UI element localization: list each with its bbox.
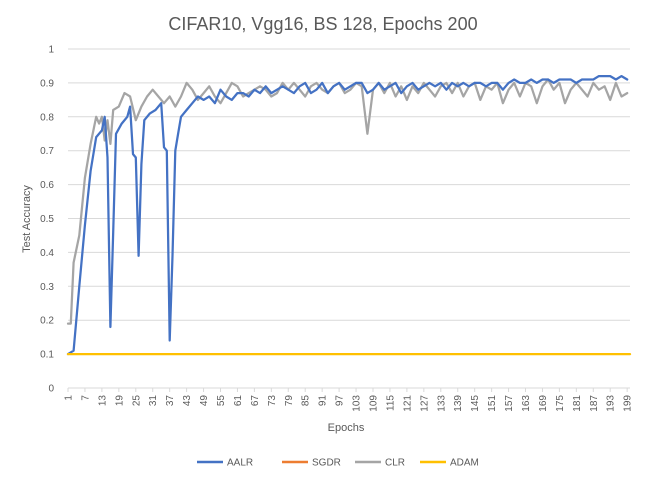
x-tick-label: 193 xyxy=(606,395,617,412)
x-tick-label: 79 xyxy=(284,395,295,407)
x-axis-ticks: 1 7 13 19 25 31 37 43 49 55 61 67 73 79 85 91 97 103 109 11… xyxy=(64,388,634,412)
y-tick-label: 0.4 xyxy=(40,248,54,259)
x-tick-label: 109 xyxy=(369,395,380,412)
x-tick-label: 31 xyxy=(148,395,159,407)
series-line-clr xyxy=(66,78,629,325)
x-tick-label: 127 xyxy=(419,395,430,412)
y-tick-label: 0.1 xyxy=(40,350,54,361)
x-tick-label: 157 xyxy=(504,395,515,412)
y-tick-label: 0 xyxy=(48,384,54,395)
y-axis-label: Test Accuracy xyxy=(21,185,33,253)
x-tick-label: 67 xyxy=(250,395,261,407)
y-tick-label: 0.7 xyxy=(40,146,54,157)
legend-label-aalr: AALR xyxy=(227,458,253,469)
x-tick-label: 97 xyxy=(335,395,346,407)
x-tick-label: 199 xyxy=(623,395,634,412)
x-tick-label: 103 xyxy=(352,395,363,412)
y-tick-label: 0.9 xyxy=(40,78,54,89)
x-tick-label: 85 xyxy=(301,395,312,407)
x-tick-label: 121 xyxy=(402,395,413,412)
grid-lines xyxy=(68,48,630,355)
legend: AALR SGDR CLR ADAM xyxy=(197,458,479,469)
x-tick-label: 181 xyxy=(572,395,583,412)
series-line-aalr xyxy=(66,74,629,356)
x-tick-label: 163 xyxy=(521,395,532,412)
x-tick-label: 133 xyxy=(436,395,447,412)
series-lines xyxy=(66,74,632,356)
y-tick-label: 0.5 xyxy=(40,214,54,225)
x-tick-label: 49 xyxy=(199,395,210,407)
x-tick-label: 91 xyxy=(318,395,329,407)
x-tick-label: 73 xyxy=(267,395,278,407)
x-tick-label: 13 xyxy=(97,395,108,407)
y-tick-label: 0.6 xyxy=(40,180,54,191)
x-tick-label: 61 xyxy=(233,395,244,407)
y-tick-label: 0.2 xyxy=(40,316,54,327)
legend-label-adam: ADAM xyxy=(450,458,479,469)
y-tick-label: 1 xyxy=(48,45,54,56)
x-tick-label: 19 xyxy=(114,395,125,407)
y-tick-label: 0.3 xyxy=(40,282,54,293)
x-axis-label: Epochs xyxy=(328,422,365,434)
x-tick-label: 25 xyxy=(131,395,142,407)
y-axis-ticks: 0 0.1 0.2 0.3 0.4 0.5 0.6 0.7 0.8 0.9 1 xyxy=(40,45,54,395)
x-tick-label: 169 xyxy=(538,395,549,412)
x-tick-label: 175 xyxy=(555,395,566,412)
legend-label-sgdr: SGDR xyxy=(312,458,341,469)
x-tick-label: 145 xyxy=(470,395,481,412)
chart-title: CIFAR10, Vgg16, BS 128, Epochs 200 xyxy=(168,14,477,34)
x-tick-label: 7 xyxy=(80,395,91,401)
legend-label-clr: CLR xyxy=(385,458,405,469)
x-tick-label: 37 xyxy=(165,395,176,407)
y-tick-label: 0.8 xyxy=(40,112,54,123)
x-tick-label: 55 xyxy=(216,395,227,407)
x-tick-label: 151 xyxy=(487,395,498,412)
x-tick-label: 43 xyxy=(182,395,193,407)
x-tick-label: 187 xyxy=(589,395,600,412)
x-tick-label: 139 xyxy=(453,395,464,412)
x-tick-label: 115 xyxy=(385,395,396,411)
x-tick-label: 1 xyxy=(64,395,75,401)
